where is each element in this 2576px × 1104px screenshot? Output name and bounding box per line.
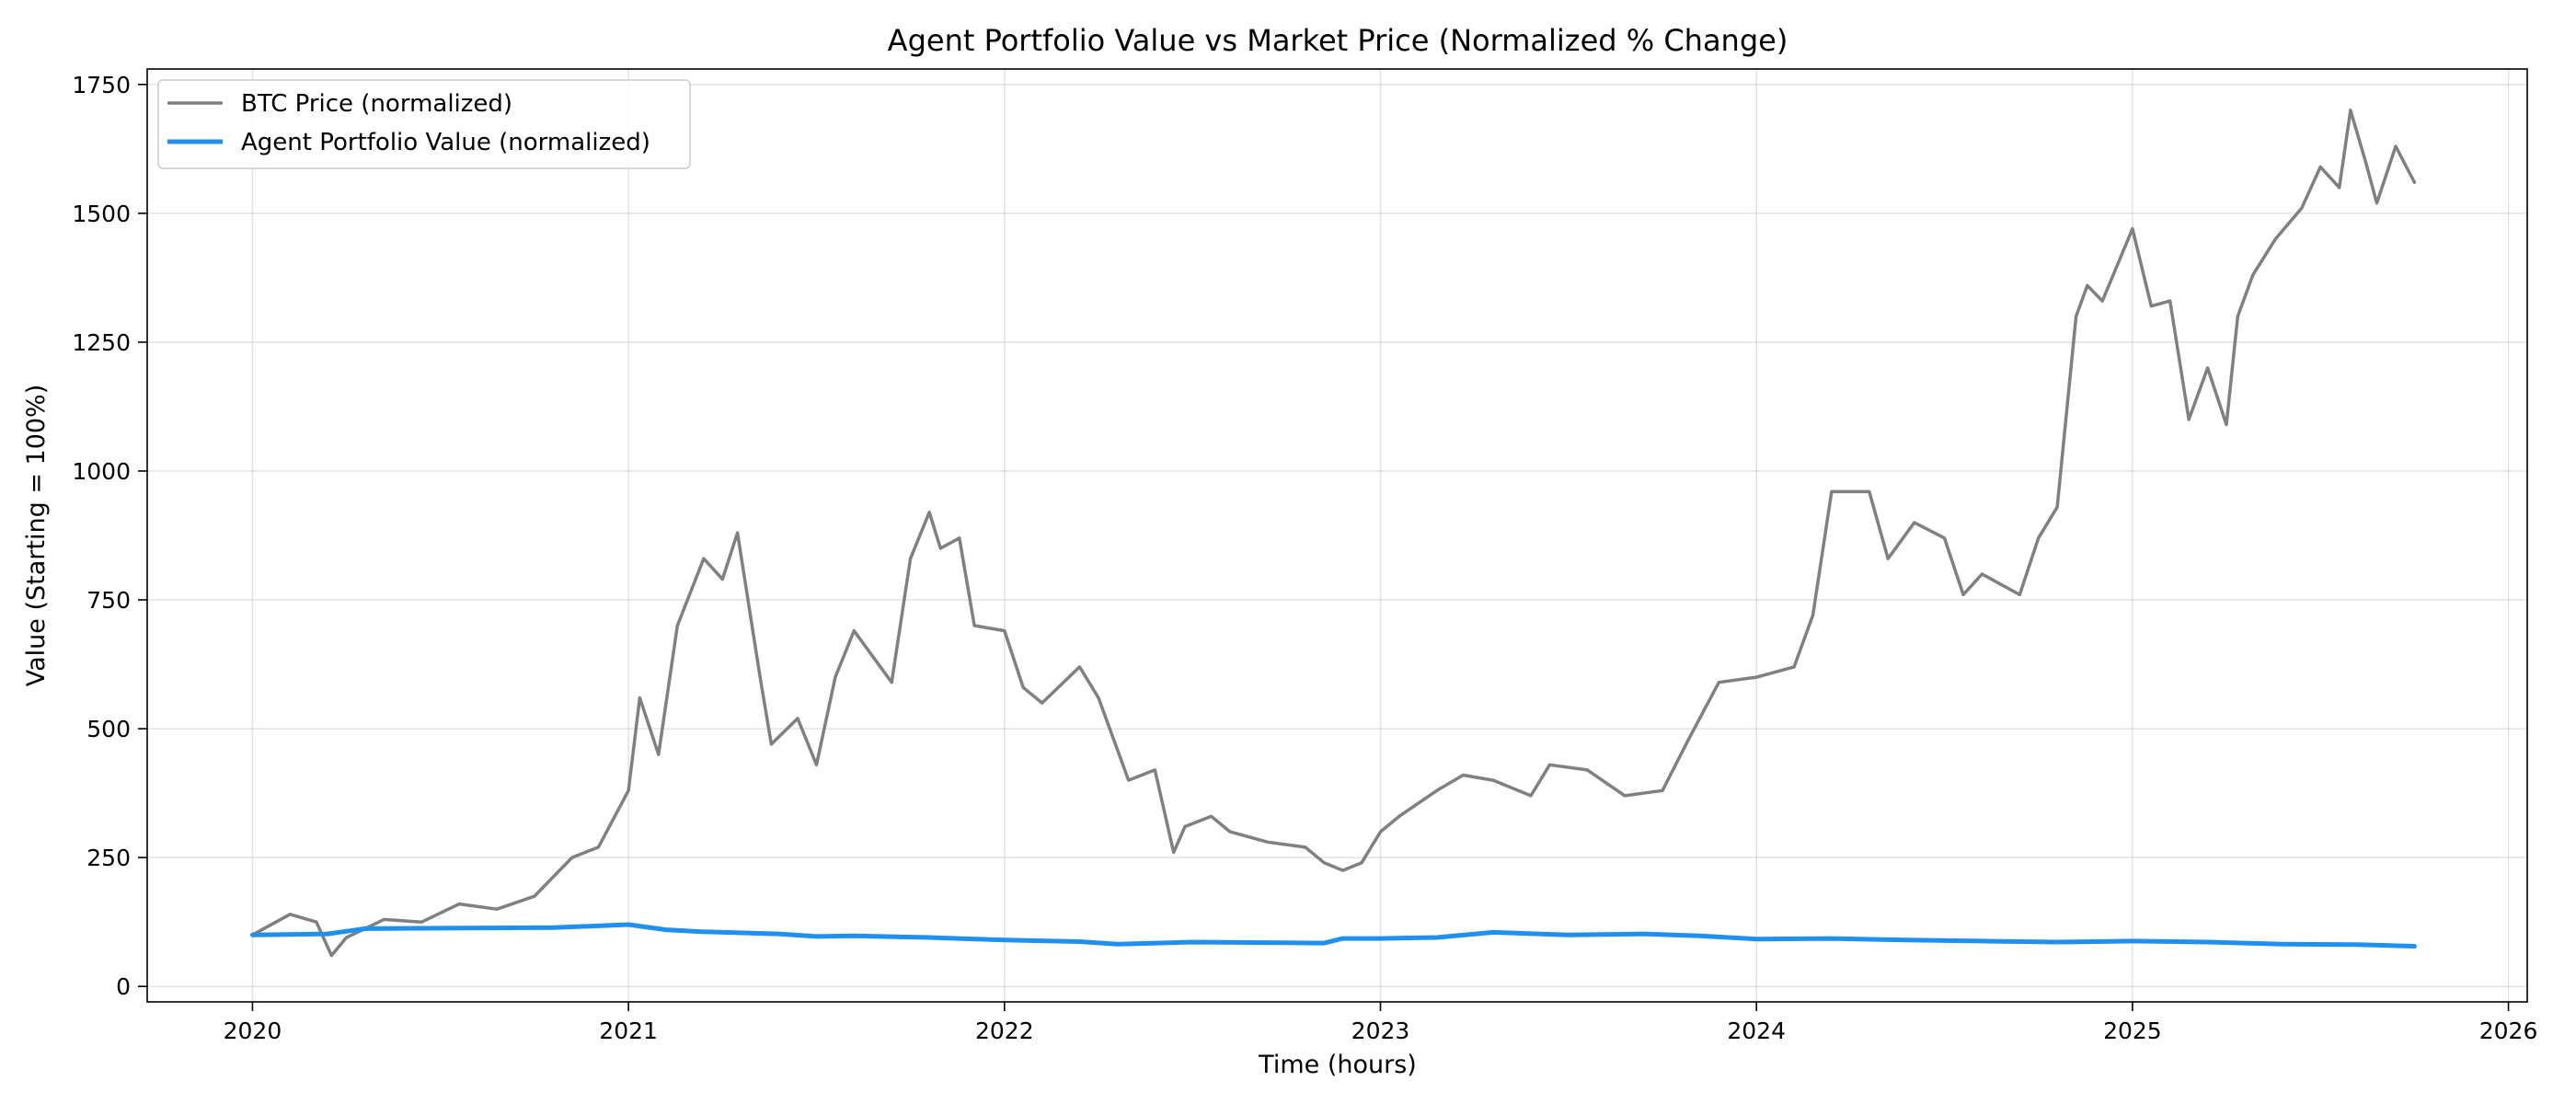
x-tick-label: 2022 (975, 1018, 1034, 1044)
legend-label-btc: BTC Price (normalized) (241, 90, 512, 118)
y-tick-label: 1500 (72, 201, 131, 227)
x-tick-label: 2021 (599, 1018, 658, 1044)
plot-frame (146, 68, 2528, 1003)
y-tick-label: 750 (86, 587, 131, 614)
y-axis-label: Value (Starting = 100%) (22, 385, 51, 686)
x-tick-label: 2026 (2479, 1018, 2538, 1044)
legend-label-agent: Agent Portfolio Value (normalized) (241, 129, 650, 156)
x-tick-label: 2020 (224, 1018, 282, 1044)
y-tick-label: 1000 (72, 458, 131, 485)
legend: BTC Price (normalized) Agent Portfolio V… (157, 79, 691, 169)
y-tick-label: 1250 (72, 329, 131, 356)
series-layer (249, 109, 2417, 958)
y-tick-label: 250 (86, 845, 131, 871)
x-tick-label: 2023 (1351, 1018, 1410, 1044)
grid (147, 69, 2527, 1002)
y-axis: 0 250 500 750 1000 1250 1500 1750 (72, 72, 147, 1000)
x-axis-label: Time (hours) (1258, 1051, 1417, 1079)
x-tick-label: 2025 (2103, 1018, 2162, 1044)
x-tick-label: 2024 (1727, 1018, 1786, 1044)
y-tick-label: 500 (86, 716, 131, 742)
legend-box (157, 79, 691, 169)
y-tick-label: 0 (116, 973, 131, 1000)
y-tick-label: 1750 (72, 72, 131, 98)
agent-portfolio-line (249, 922, 2417, 949)
btc-price-line (250, 109, 2417, 958)
chart-title: Agent Portfolio Value vs Market Price (N… (888, 23, 1788, 58)
x-axis: 2020 2021 2022 2023 2024 2025 2026 (224, 1002, 2538, 1044)
